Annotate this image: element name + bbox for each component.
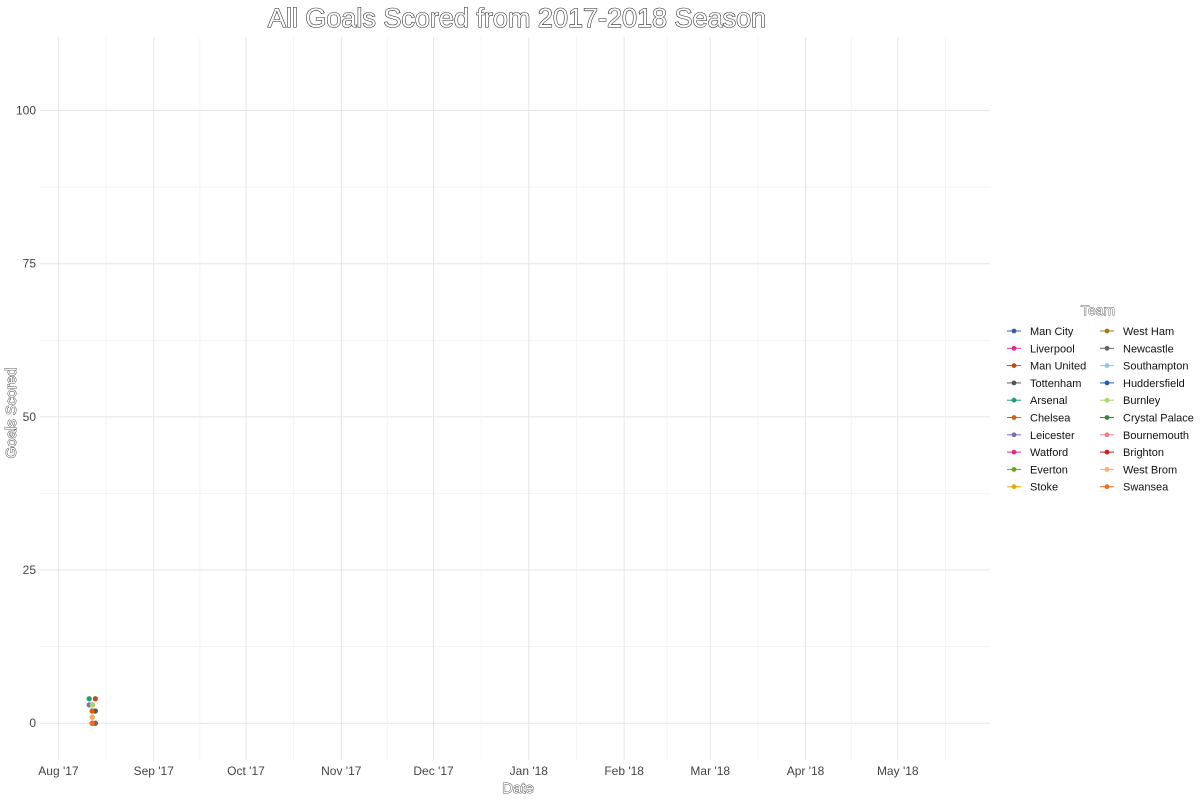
legend-key-point xyxy=(1011,467,1017,472)
x-tick-label: Aug '17 xyxy=(38,764,79,778)
x-tick-label: Nov '17 xyxy=(321,764,362,778)
legend-item: Southampton xyxy=(1100,361,1188,373)
legend-key-point xyxy=(1104,415,1110,420)
legend-item: Brighton xyxy=(1100,447,1164,459)
legend-label: Huddersfield xyxy=(1123,378,1185,390)
legend-item: Bournemouth xyxy=(1100,430,1189,442)
legend-key-point xyxy=(1104,484,1110,490)
data-point xyxy=(86,696,92,702)
legend-item: Stoke xyxy=(1007,482,1058,494)
legend-label: Man United xyxy=(1030,361,1086,373)
data-points xyxy=(86,696,98,726)
legend-item: Watford xyxy=(1007,447,1068,459)
x-axis-title: Date xyxy=(502,780,534,797)
grid-lines xyxy=(40,37,990,760)
legend-key-point xyxy=(1104,397,1110,403)
data-point xyxy=(89,708,95,714)
legend-label: West Brom xyxy=(1123,464,1177,476)
legend-item: Burnley xyxy=(1100,395,1161,407)
x-tick-label: Mar '18 xyxy=(690,764,730,778)
legend-label: Everton xyxy=(1030,464,1068,476)
legend-item: Man United xyxy=(1007,361,1086,373)
legend-label: Stoke xyxy=(1030,482,1058,494)
legend-label: Burnley xyxy=(1123,395,1161,407)
axis-ticks: 0 25 50 75 100 Aug '17 Sep '17 Oct '17 Nov '17 De… xyxy=(16,104,919,778)
legend-label: Newcastle xyxy=(1123,343,1174,355)
x-tick-label: Dec '17 xyxy=(413,764,454,778)
legend-label: Watford xyxy=(1030,447,1068,459)
x-tick-label: Jan '18 xyxy=(510,764,549,778)
legend-item: Swansea xyxy=(1100,482,1169,494)
legend-item: Arsenal xyxy=(1007,395,1067,407)
y-tick-label: 100 xyxy=(16,104,36,118)
legend-label: West Ham xyxy=(1123,326,1174,338)
legend-title: Team xyxy=(1081,302,1115,318)
data-point xyxy=(89,714,95,720)
legend-label: Leicester xyxy=(1030,430,1075,442)
legend-label: Tottenham xyxy=(1030,378,1081,390)
legend-item: Crystal Palace xyxy=(1100,413,1194,425)
x-tick-label: Oct '17 xyxy=(227,764,265,778)
legend-label: Swansea xyxy=(1123,482,1169,494)
data-point xyxy=(92,696,98,702)
y-tick-label: 50 xyxy=(23,410,37,424)
legend-key-point xyxy=(1104,432,1110,438)
legend-key-point xyxy=(1104,363,1110,368)
legend-label: Chelsea xyxy=(1030,413,1071,425)
legend-key-point xyxy=(1011,432,1017,438)
legend-key-point xyxy=(1104,380,1110,386)
legend-item: Liverpool xyxy=(1007,343,1075,355)
legend-label: Arsenal xyxy=(1030,395,1067,407)
legend-item: Everton xyxy=(1007,464,1068,476)
y-tick-label: 75 xyxy=(23,257,37,271)
legend-key-point xyxy=(1104,449,1110,455)
y-axis-title: Goals Scored xyxy=(3,368,20,459)
legend-key-point xyxy=(1011,363,1017,368)
legend-key-point xyxy=(1104,328,1110,334)
y-tick-label: 25 xyxy=(23,563,37,577)
legend-label: Crystal Palace xyxy=(1123,413,1194,425)
x-tick-label: May '18 xyxy=(877,764,919,778)
legend-key-point xyxy=(1011,449,1017,455)
legend-item: Chelsea xyxy=(1007,413,1071,425)
x-tick-label: Apr '18 xyxy=(787,764,825,778)
data-point xyxy=(89,702,95,708)
legend-item: Huddersfield xyxy=(1100,378,1185,390)
legend-item: Man City xyxy=(1007,326,1074,338)
legend: Team Man City Liverpool Man United Tottenha… xyxy=(1007,302,1194,494)
x-tick-label: Feb '18 xyxy=(604,764,644,778)
legend-item: Newcastle xyxy=(1100,343,1174,355)
legend-item: West Ham xyxy=(1100,326,1174,338)
chart-title: All Goals Scored from 2017-2018 Season xyxy=(268,3,766,33)
legend-key-point xyxy=(1104,467,1110,472)
x-tick-label: Sep '17 xyxy=(134,764,175,778)
legend-item: West Brom xyxy=(1100,464,1177,476)
legend-key-point xyxy=(1011,397,1017,403)
y-tick-label: 0 xyxy=(29,716,36,730)
legend-label: Brighton xyxy=(1123,447,1164,459)
legend-label: Liverpool xyxy=(1030,343,1075,355)
legend-label: Southampton xyxy=(1123,361,1188,373)
legend-key-point xyxy=(1011,380,1017,386)
legend-label: Man City xyxy=(1030,326,1074,338)
legend-label: Bournemouth xyxy=(1123,430,1189,442)
legend-key-point xyxy=(1011,484,1017,490)
legend-key-point xyxy=(1011,345,1017,351)
legend-items: Man City Liverpool Man United Tottenham Arse… xyxy=(1007,326,1194,494)
legend-key-point xyxy=(1011,328,1017,334)
data-point xyxy=(89,720,95,726)
legend-item: Tottenham xyxy=(1007,378,1081,390)
legend-key-point xyxy=(1104,345,1110,351)
legend-item: Leicester xyxy=(1007,430,1075,442)
legend-key-point xyxy=(1011,415,1017,420)
